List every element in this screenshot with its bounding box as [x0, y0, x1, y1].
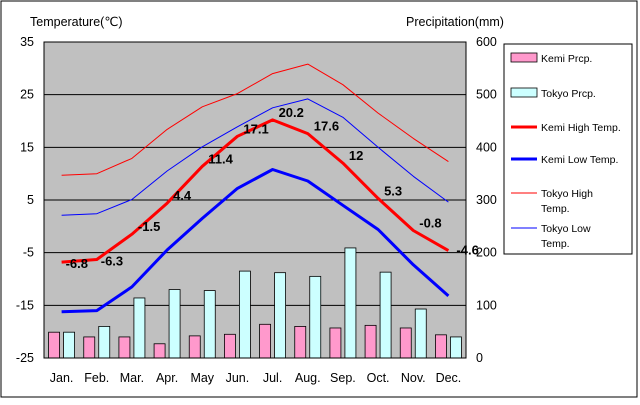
data-label-kemi-high: -6.8 — [66, 256, 88, 271]
right-tick-label: 200 — [476, 246, 497, 260]
bar-kemi-prcp — [188, 335, 201, 359]
bar-kemi-prcp — [48, 331, 60, 359]
bar-kemi-prcp — [118, 336, 131, 359]
data-label-kemi-high: -6.3 — [101, 254, 123, 269]
axis-ticks-group: 35 25 15 5 -5 -15 -25 600 500 400 300 200 100 0 Jan. Fe… — [16, 35, 497, 385]
legend-label: Tokyo Low — [541, 223, 591, 235]
legend: Kemi Prcp. Tokyo Prcp. Kemi High Temp. Kemi… — [503, 43, 633, 255]
legend-swatch-kemi-prcp — [510, 52, 538, 63]
left-tick-label: -15 — [16, 298, 34, 312]
bar-tokyo-prcp — [450, 336, 462, 359]
data-label-kemi-high: 4.4 — [173, 188, 192, 203]
line-series-group — [61, 63, 450, 314]
bar-tokyo-prcp — [63, 331, 75, 359]
line-tokyo-high-temp — [61, 63, 449, 176]
legend-box — [503, 43, 633, 255]
left-tick-label: -5 — [23, 246, 34, 260]
bar-kemi-prcp — [153, 343, 166, 359]
grid-lines — [44, 94, 466, 306]
bar-kemi-prcp — [83, 336, 96, 359]
data-labels-group: -6.8 -6.3 -1.5 4.4 11.4 17.1 20.2 17.6 12 5.3 -0.8… — [66, 105, 479, 271]
legend-label: Temp. — [541, 203, 570, 215]
x-tick-label: Nov. — [401, 371, 426, 385]
data-label-kemi-high: 17.1 — [243, 121, 268, 136]
x-tick-label: Jun. — [226, 371, 250, 385]
x-tick-label: Aug. — [295, 371, 321, 385]
legend-label: Tokyo High — [541, 188, 593, 200]
bar-tokyo-prcp — [133, 297, 146, 359]
x-tick-label: Jan. — [50, 371, 74, 385]
right-tick-label: 500 — [476, 88, 497, 102]
plot-frame — [43, 41, 467, 359]
right-tick-label: 100 — [476, 298, 497, 312]
bar-tokyo-prcp — [274, 272, 286, 359]
left-tick-label: 15 — [20, 140, 34, 154]
legend-swatch-tokyo-prcp — [510, 87, 538, 98]
right-axis-title: Precipitation(mm) — [406, 15, 504, 29]
legend-label: Kemi Low Temp. — [541, 154, 618, 166]
left-axis-title: Temperature(℃) — [30, 15, 123, 29]
line-kemi-low-temp — [61, 168, 450, 314]
data-label-kemi-high: -4.6 — [456, 243, 478, 258]
bar-tokyo-prcp — [309, 275, 322, 359]
bar-kemi-prcp — [364, 324, 377, 359]
left-tick-label: 5 — [27, 193, 34, 207]
right-tick-label: 600 — [476, 35, 497, 49]
left-tick-label: -25 — [16, 351, 34, 365]
x-tick-label: Oct. — [367, 371, 390, 385]
data-label-kemi-high: 20.2 — [279, 105, 304, 120]
bar-kemi-prcp — [294, 325, 307, 359]
bar-tokyo-prcp — [98, 325, 111, 359]
right-tick-label: 300 — [476, 193, 497, 207]
bar-tokyo-prcp — [239, 270, 251, 359]
legend-label: Tokyo Prcp. — [541, 88, 596, 100]
bar-kemi-prcp — [259, 323, 271, 359]
x-tick-label: May — [190, 371, 214, 385]
legend-label: Temp. — [541, 238, 570, 250]
bar-tokyo-prcp — [203, 290, 216, 359]
bar-tokyo-prcp — [414, 308, 427, 359]
bar-kemi-prcp — [435, 334, 447, 359]
left-tick-label: 25 — [20, 88, 34, 102]
bar-tokyo-prcp — [168, 289, 181, 359]
left-tick-label: 35 — [20, 35, 34, 49]
bar-kemi-prcp — [329, 327, 342, 359]
line-tokyo-low-temp — [61, 98, 449, 216]
x-tick-label: Sep. — [330, 371, 356, 385]
legend-label: Kemi High Temp. — [541, 122, 621, 134]
data-label-kemi-high: -1.5 — [138, 219, 160, 234]
line-kemi-high-temp — [61, 118, 450, 264]
x-tick-label: Apr. — [156, 371, 178, 385]
bar-kemi-prcp — [224, 333, 236, 359]
bar-tokyo-prcp — [379, 271, 392, 359]
bar-tokyo-prcp — [344, 247, 357, 359]
bar-kemi-prcp — [399, 327, 412, 359]
right-tick-label: 0 — [476, 351, 483, 365]
data-label-kemi-high: -0.8 — [419, 216, 441, 231]
data-label-kemi-high: 17.6 — [314, 119, 339, 134]
x-tick-label: Dec. — [436, 371, 462, 385]
data-label-kemi-high: 5.3 — [384, 183, 402, 198]
right-tick-label: 400 — [476, 140, 497, 154]
legend-label: Kemi Prcp. — [541, 53, 592, 65]
x-tick-label: Feb. — [84, 371, 109, 385]
x-tick-label: Jul. — [263, 371, 282, 385]
data-label-kemi-high: 12 — [349, 148, 363, 163]
data-label-kemi-high: 11.4 — [208, 151, 233, 166]
x-tick-label: Mar. — [120, 371, 144, 385]
